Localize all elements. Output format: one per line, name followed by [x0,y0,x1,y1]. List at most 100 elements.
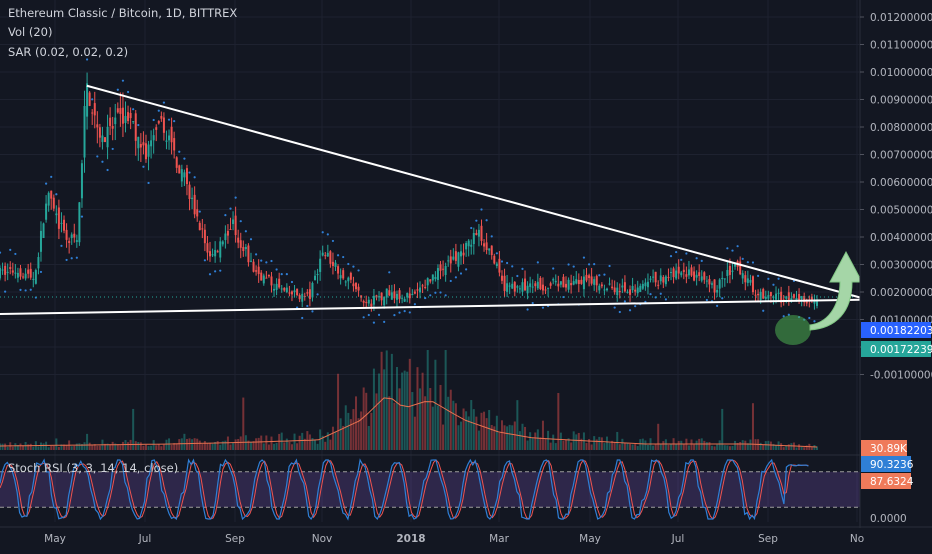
candle-body [559,281,562,285]
candle-body [134,113,137,141]
candle-body [529,283,532,287]
candle-body [677,266,680,274]
sar-dot [777,277,780,280]
candle-body [196,209,199,217]
volume-bar [705,442,708,450]
candle-body [590,276,593,284]
candle-body [316,273,319,276]
candle-body [114,117,117,125]
candle-body [526,285,529,294]
candle-body [388,290,391,296]
candle-body [306,292,309,294]
sar-dot [19,288,22,291]
volume-value-tag-bg [861,440,907,456]
candle-body [680,272,683,276]
volume-bar [203,441,206,450]
sar-dot [65,258,68,262]
volume-bar [132,408,135,450]
volume-bar [739,441,742,450]
volume-bar [298,435,301,450]
chart-title-legend[interactable]: Ethereum Classic / Bitcoin, 1D, BITTREX [8,6,238,20]
sar-dot [393,314,396,317]
volume-legend[interactable]: Vol (20) [8,25,53,39]
volume-bar [316,443,319,450]
candle-body [621,285,624,288]
volume-bar [534,432,537,450]
candle-body [249,260,252,262]
sar-dot [521,267,524,270]
volume-bar [695,440,698,450]
current-price-tag: 0.00182203 [870,325,932,337]
volume-bar [75,443,78,450]
sar-dot [55,193,58,196]
candle-body [14,272,17,274]
volume-bar [252,441,255,450]
sar-dot [357,269,360,272]
volume-bar [6,446,9,450]
candle-body [34,270,37,284]
sar-dot [275,268,278,271]
candle-body [32,278,35,280]
volume-bar [324,441,327,450]
sar-dot [142,165,145,168]
sar-dot [598,274,601,277]
volume-bar [634,444,637,450]
candle-body [670,272,673,274]
candle-body [314,275,317,281]
volume-bar [616,431,619,450]
volume-bar [160,446,163,450]
volume-bar [511,425,514,450]
candle-body [787,292,790,300]
candle-body [111,125,114,129]
candle-body [293,290,296,293]
candle-body [290,291,293,295]
parabolic-sar-dots [0,58,816,324]
candle-body [531,286,534,288]
candle-body [319,258,322,272]
sar-dot [808,316,811,320]
candle-body [408,293,411,299]
candle-body [426,278,429,286]
sar-legend[interactable]: SAR (0.02, 0.02, 0.2) [8,45,129,59]
candle-body [421,285,424,287]
candle-body [803,295,806,303]
volume-bar [518,431,521,450]
candle-body [365,302,368,304]
volume-bar [78,443,81,450]
volume-bar [411,392,414,450]
volume-bar [139,442,142,450]
sar-dot [162,101,166,104]
candle-body [485,242,488,251]
volume-bar [288,441,291,450]
candle-body [301,293,304,302]
volume-bar [239,436,242,450]
volume-bar [285,438,288,450]
stoch-rsi-legend[interactable]: Stoch RSI (3, 3, 14, 14, close) [8,461,179,475]
candle-body [447,260,450,262]
volume-bar [406,371,409,450]
candle-body [506,283,509,292]
sar-dot [316,293,319,296]
volume-bar [424,396,427,450]
volume-bar [321,435,324,450]
sar-dot [285,273,288,276]
candle-body [385,288,388,298]
volume-bar [477,430,480,450]
volume-bar [751,403,754,450]
candle-body [273,288,276,291]
sar-dot [767,277,770,280]
candle-body [544,289,547,291]
candle-body [193,194,196,215]
candle-body [603,289,606,291]
sar-dot [249,238,253,241]
volume-bar [524,426,527,450]
sar-dot [506,261,509,265]
volume-bar [554,443,557,450]
volume-bar [447,396,450,450]
candle-body [160,115,163,119]
volume-bar [88,442,91,450]
candle-body [329,251,332,264]
sar-dot [101,160,104,163]
